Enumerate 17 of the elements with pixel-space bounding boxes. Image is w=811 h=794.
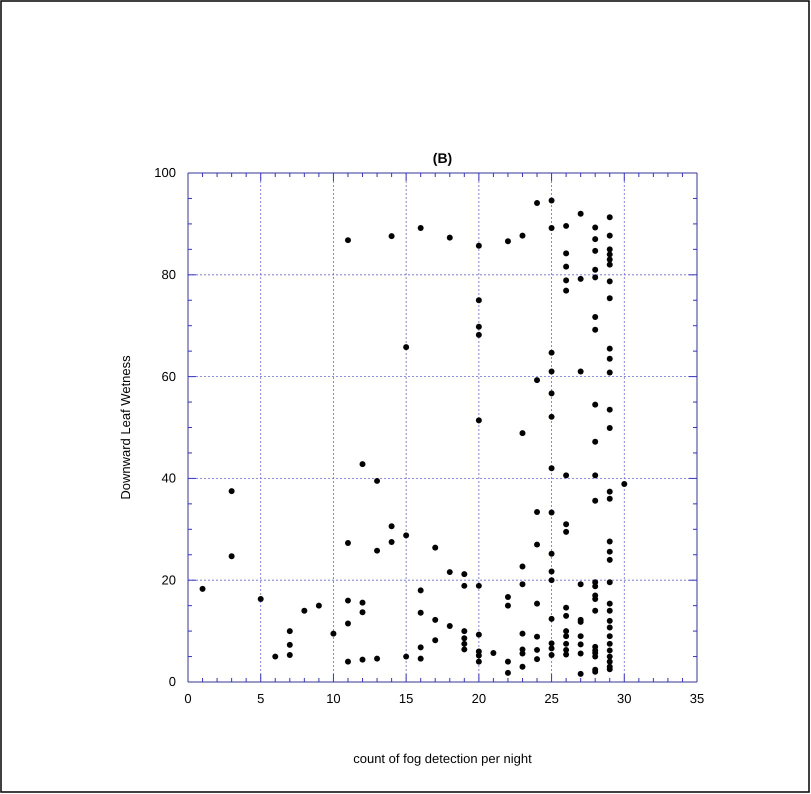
x-tick-label: 15 bbox=[398, 691, 414, 706]
y-tick-label: 0 bbox=[168, 674, 176, 690]
x-tick-label: 35 bbox=[690, 691, 704, 706]
x-tick-label: 0 bbox=[184, 691, 192, 706]
y-tick-label: 60 bbox=[162, 368, 176, 384]
x-tick-label: 10 bbox=[326, 691, 341, 706]
y-tick-label: 100 bbox=[154, 165, 176, 180]
y-tick-label: 80 bbox=[162, 266, 176, 282]
y-tick-label: 20 bbox=[162, 572, 176, 588]
y-tick-label: 40 bbox=[162, 470, 176, 486]
x-tick-label: 5 bbox=[257, 691, 264, 706]
x-tick-label: 25 bbox=[544, 691, 559, 706]
x-tick-label: 20 bbox=[472, 691, 486, 706]
x-axis-title: count of fog detection per night bbox=[353, 751, 532, 766]
x-tick-label: 30 bbox=[617, 691, 632, 706]
y-axis-title: Downward Leaf Wetness bbox=[118, 354, 133, 500]
chart-title: (B) bbox=[432, 150, 452, 166]
